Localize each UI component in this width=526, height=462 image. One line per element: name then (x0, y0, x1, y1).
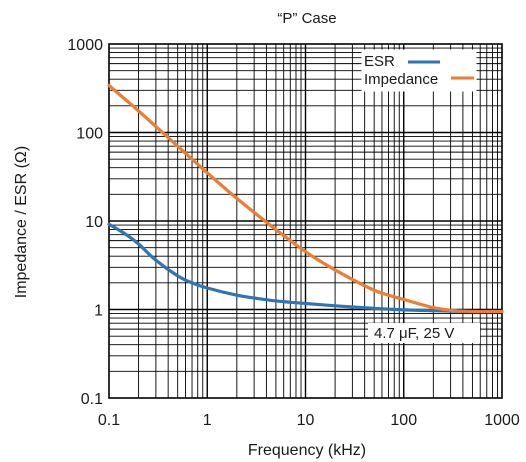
legend-label-esr: ESR (364, 53, 395, 70)
y-tick-label: 1000 (67, 37, 103, 54)
y-axis-label: Impedance / ESR (Ω) (13, 146, 30, 298)
annotation-text: 4.7 μF, 25 V (374, 325, 454, 342)
chart-title: “P” Case (277, 10, 336, 27)
y-tick-labels: 0.1 1 10 100 1000 (67, 37, 103, 408)
y-tick-label: 10 (85, 214, 103, 231)
series-line-esr (107, 222, 504, 314)
annotation: 4.7 μF, 25 V (368, 323, 480, 343)
legend-label-impedance: Impedance (364, 71, 438, 88)
x-tick-label: 0.1 (98, 412, 120, 429)
y-tick-label: 0.1 (81, 391, 103, 408)
legend: ESR Impedance (361, 49, 477, 92)
gridlines (109, 44, 502, 398)
series-line-impedance (107, 83, 504, 314)
y-tick-label: 1 (94, 303, 103, 320)
x-tick-label: 1 (203, 412, 212, 429)
x-tick-label: 10 (297, 412, 315, 429)
plot-frame (108, 43, 503, 399)
legend-box (361, 49, 477, 92)
x-tick-label: 1000 (484, 412, 520, 429)
y-tick-label: 100 (76, 126, 103, 143)
x-tick-label: 100 (390, 412, 417, 429)
x-tick-labels: 0.1 1 10 100 1000 (98, 412, 520, 429)
x-axis-label: Frequency (kHz) (248, 442, 366, 459)
series-lines (107, 83, 504, 314)
annotation-box (368, 323, 480, 343)
